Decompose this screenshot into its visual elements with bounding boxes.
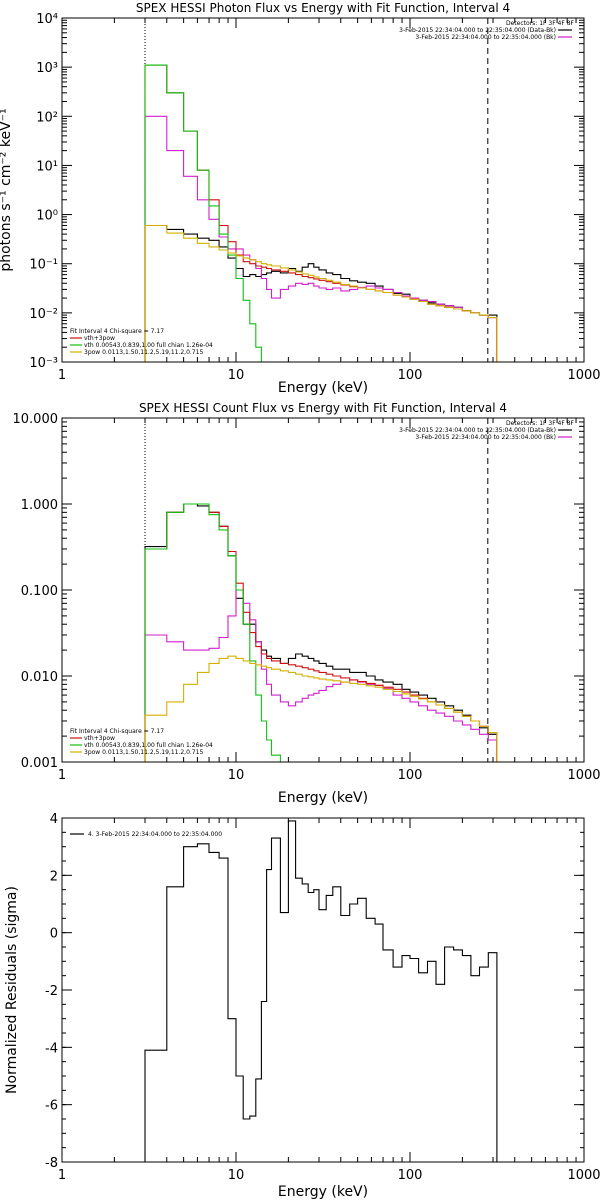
fit-legend-header: Fit Interval 4 Chi-square = 7.17: [70, 728, 164, 735]
series-line-vth-3pow: [144, 503, 498, 762]
y-tick-label: 4: [50, 812, 58, 827]
chart-title: SPEX HESSI Count Flux vs Energy with Fit…: [139, 401, 507, 415]
fit-legend-entry: 3pow 0.0113,1.50,11.2,5.19,11.2,0.715: [84, 349, 203, 356]
y-axis-label: Normalized Residuals (sigma): [4, 886, 20, 1094]
y-tick-label: 10⁻³: [29, 356, 58, 371]
plot-frame: [61, 817, 585, 1163]
y-tick-label: 10.000: [13, 412, 59, 427]
y-axis-label: photons s⁻¹ cm⁻² keV⁻¹: [0, 108, 14, 271]
x-tick-label: 10: [228, 1168, 245, 1183]
y-tick-label: -8: [45, 1156, 58, 1171]
series-line-vth-3pow: [144, 64, 498, 362]
plot-frame: [61, 17, 585, 363]
y-tick-label: -4: [45, 1041, 58, 1056]
x-axis-label: Energy (keV): [278, 1184, 368, 1200]
y-tick-label: 10⁻¹: [29, 258, 58, 273]
legend-entry-label: 3-Feb-2015 22:34:04.000 to 22:35:04.000 …: [399, 427, 556, 434]
series-line-residuals: [144, 820, 498, 1162]
y-tick-label: 10⁰: [36, 209, 58, 224]
series-line-vth: [144, 503, 290, 762]
x-tick-label: 1: [58, 1168, 66, 1183]
y-tick-label: 0.001: [21, 756, 58, 771]
series-line-bk: [144, 115, 498, 362]
fit-legend-entry: vth 0.00543,0.839,1.00 full chian 1.26e-…: [84, 342, 213, 349]
x-tick-label: 1000: [567, 1168, 600, 1183]
x-tick-label: 1000: [567, 368, 600, 383]
y-tick-label: 10¹: [36, 159, 58, 174]
y-tick-label: 0: [50, 927, 58, 942]
legend-entry-label: 4. 3-Feb-2015 22:34:04.000 to 22:35:04.0…: [88, 831, 222, 838]
fit-legend-entry: vth 0.00543,0.839,1.00 full chian 1.26e-…: [84, 742, 213, 749]
y-tick-label: 1.000: [21, 498, 58, 513]
series-line-bk: [144, 589, 498, 762]
x-tick-label: 1: [58, 768, 66, 783]
series-line-3pow: [144, 655, 498, 762]
x-tick-label: 10: [228, 368, 245, 383]
legend-entry-label: 3-Feb-2015 22:34:04.000 to 22:35:04.000 …: [415, 434, 556, 441]
chart-panel-2: SPEX HESSI Count Flux vs Energy with Fit…: [13, 401, 600, 806]
legend-entry-label: 3-Feb-2015 22:34:04.000 to 22:35:04.000 …: [415, 34, 556, 41]
y-tick-label: 10⁴: [36, 12, 58, 27]
chart-panel-1: SPEX HESSI Photon Flux vs Energy with Fi…: [0, 1, 600, 396]
y-tick-label: 0.100: [21, 584, 58, 599]
plot-frame: [61, 417, 585, 763]
legend-header: Detectors: 1F 3F 4F 8F: [506, 20, 575, 27]
x-tick-label: 100: [398, 1168, 423, 1183]
legend-entry-label: 3-Feb-2015 22:34:04.000 to 22:35:04.000 …: [399, 27, 556, 34]
series-line-vth: [144, 64, 271, 362]
y-tick-label: -6: [45, 1099, 58, 1114]
y-tick-label: 10³: [36, 61, 58, 76]
fit-legend-header: Fit Interval 4 Chi-square = 7.17: [70, 328, 164, 335]
legend-header: Detectors: 1F 3F 4F 8F: [506, 420, 575, 427]
series-line-3pow: [144, 224, 498, 362]
fit-legend-entry: vth+3pow: [84, 335, 115, 342]
chart-title: SPEX HESSI Photon Flux vs Energy with Fi…: [136, 1, 510, 15]
y-tick-label: -2: [45, 984, 58, 999]
fit-legend-entry: vth+3pow: [84, 735, 115, 742]
y-tick-label: 10²: [36, 110, 58, 125]
x-tick-label: 1: [58, 368, 66, 383]
x-tick-label: 10: [228, 768, 245, 783]
y-tick-label: 2: [50, 869, 58, 884]
chart-panel-3: 1 10 100 1000 -8 -6 -4 -2 0 2 4 Energy (keV) Normali…: [4, 812, 600, 1200]
x-axis-label: Energy (keV): [278, 380, 368, 396]
fit-legend-entry: 3pow 0.0113,1.50,11.2,5.19,11.2,0.715: [84, 749, 203, 756]
x-tick-label: 100: [398, 768, 423, 783]
x-axis-label: Energy (keV): [278, 790, 368, 806]
x-tick-label: 100: [398, 368, 423, 383]
y-tick-label: 0.010: [21, 670, 58, 685]
x-tick-label: 1000: [567, 768, 600, 783]
series-line-data-bk: [144, 503, 498, 762]
y-tick-label: 10⁻²: [29, 307, 58, 322]
